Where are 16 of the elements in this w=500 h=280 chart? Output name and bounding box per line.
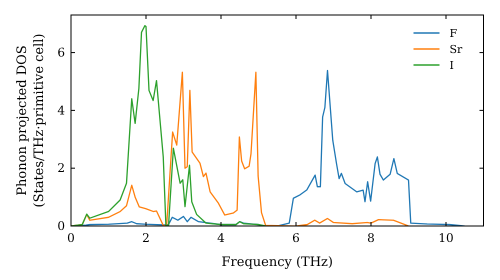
line-series [71, 25, 267, 226]
x-tick-label: 2 [142, 231, 150, 245]
x-tick-label: 0 [67, 231, 75, 245]
y-tick-label: 4 [57, 103, 66, 118]
x-tick-label: 4 [217, 231, 226, 245]
legend-label: I [450, 59, 454, 72]
x-tick-label: 6 [292, 231, 300, 245]
y-tick-label: 0 [57, 219, 65, 233]
x-axis-title: Frequency (THz) [222, 255, 333, 270]
legend-label: F [450, 27, 458, 40]
legend-label: Sr [450, 43, 464, 56]
y-axis-title: Phonon projected DOS (States/THz·primitive cell) [15, 33, 47, 208]
y-tick-label: 2 [57, 161, 65, 176]
y-tick-label: 6 [57, 46, 65, 60]
x-tick-label: 8 [367, 231, 375, 245]
x-tick-label: 10 [438, 231, 454, 245]
